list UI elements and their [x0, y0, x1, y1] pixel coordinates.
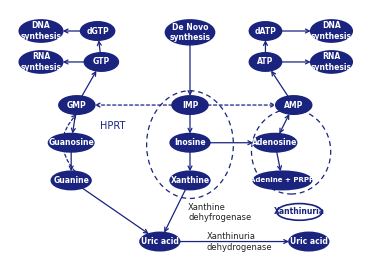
Text: dATP: dATP [255, 26, 276, 36]
Ellipse shape [311, 20, 352, 42]
Ellipse shape [49, 134, 94, 152]
Ellipse shape [249, 22, 282, 40]
Text: Xanthine: Xanthine [171, 176, 209, 185]
Text: ATP: ATP [257, 57, 274, 66]
Ellipse shape [170, 171, 210, 190]
Text: Adenosine: Adenosine [252, 138, 298, 147]
Ellipse shape [59, 96, 95, 114]
Text: Guanine: Guanine [53, 176, 89, 185]
Text: Adenine + PRPP: Adenine + PRPP [250, 177, 315, 183]
Ellipse shape [140, 232, 180, 251]
Text: Xanthine
dehyfrogenase: Xanthine dehyfrogenase [188, 203, 251, 222]
Text: De Novo
synthesis: De Novo synthesis [169, 23, 211, 42]
Ellipse shape [276, 96, 312, 114]
Text: Xanthinuria
dehydrogenase: Xanthinuria dehydrogenase [207, 232, 272, 252]
Text: dGTP: dGTP [86, 26, 109, 36]
Text: GMP: GMP [67, 101, 87, 110]
Text: IMP: IMP [182, 101, 198, 110]
Ellipse shape [253, 134, 296, 152]
Text: Uric acid: Uric acid [141, 237, 179, 246]
Text: RNA
synthesis: RNA synthesis [311, 52, 352, 72]
Ellipse shape [84, 53, 118, 71]
Text: Inosine: Inosine [174, 138, 206, 147]
Text: RNA
synthesis: RNA synthesis [21, 52, 62, 72]
Ellipse shape [165, 20, 215, 45]
Ellipse shape [19, 20, 63, 42]
Ellipse shape [172, 96, 208, 114]
Ellipse shape [289, 232, 329, 251]
Ellipse shape [311, 51, 352, 73]
Text: Guanosine: Guanosine [48, 138, 94, 147]
Text: DNA
synthesis: DNA synthesis [21, 21, 62, 41]
Ellipse shape [81, 22, 114, 40]
Ellipse shape [277, 203, 322, 220]
Ellipse shape [51, 171, 91, 190]
Text: DNA
synthesis: DNA synthesis [311, 21, 352, 41]
Ellipse shape [170, 134, 210, 152]
Text: Xanthinuria: Xanthinuria [274, 208, 325, 217]
Ellipse shape [19, 51, 63, 73]
Ellipse shape [249, 53, 282, 71]
Text: AMP: AMP [284, 101, 303, 110]
Text: Uric acid: Uric acid [290, 237, 328, 246]
Ellipse shape [253, 171, 312, 190]
Text: GTP: GTP [93, 57, 110, 66]
Text: HPRT: HPRT [100, 121, 126, 131]
